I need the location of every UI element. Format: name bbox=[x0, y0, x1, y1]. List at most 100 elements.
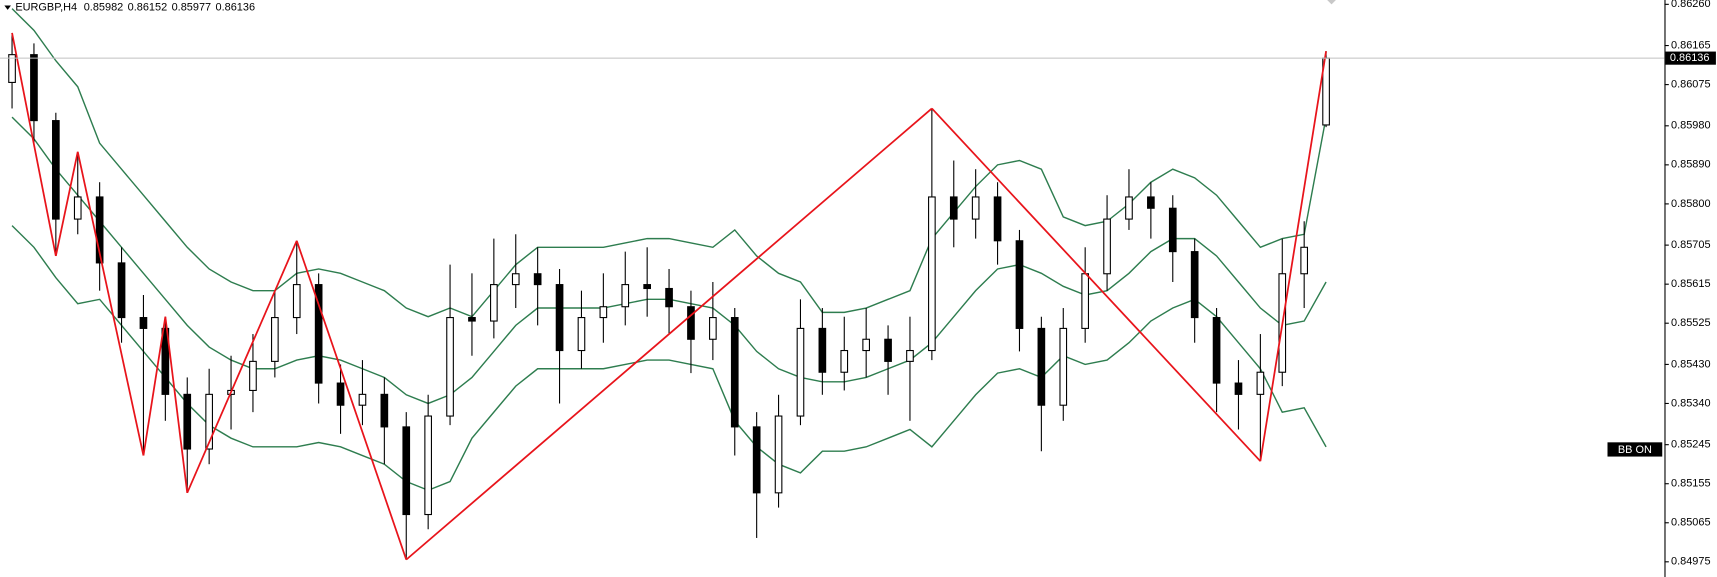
candle-body bbox=[971, 196, 980, 220]
candle-body bbox=[1059, 327, 1068, 406]
candle-body bbox=[292, 284, 301, 319]
indicator-badge bbox=[1607, 442, 1663, 457]
candle-body bbox=[1168, 207, 1177, 253]
candle-body bbox=[95, 196, 104, 264]
zigzag-segment bbox=[11, 32, 57, 257]
y-tick-label: 0.85245 bbox=[1671, 439, 1711, 451]
candle-body bbox=[949, 196, 958, 220]
candle-body bbox=[139, 317, 148, 329]
header-high: 0.86152 bbox=[128, 2, 168, 14]
candle-body bbox=[336, 382, 345, 406]
candle-body bbox=[1256, 371, 1265, 395]
candle-body bbox=[709, 317, 717, 340]
candle-body bbox=[621, 284, 630, 308]
candle-body bbox=[314, 284, 323, 384]
candle-body bbox=[884, 338, 892, 362]
candle-body bbox=[446, 317, 454, 417]
y-tick-label: 0.85800 bbox=[1671, 198, 1711, 210]
candle-body bbox=[358, 393, 367, 406]
indicator-label: BB ON bbox=[1618, 444, 1652, 456]
candle-body bbox=[490, 284, 498, 322]
candle-body bbox=[402, 426, 411, 516]
candle-body bbox=[555, 284, 564, 352]
candle-body bbox=[533, 273, 542, 286]
y-tick-label: 0.85525 bbox=[1671, 317, 1711, 329]
current-price-label: 0.86136 bbox=[1670, 52, 1710, 64]
candle-body bbox=[1234, 382, 1243, 395]
candle-body bbox=[796, 327, 805, 417]
candle-body bbox=[468, 317, 476, 322]
candle-body bbox=[818, 327, 827, 373]
current-price-box bbox=[1665, 51, 1716, 65]
candle-body bbox=[730, 317, 739, 428]
candle-body bbox=[840, 349, 849, 373]
candle-body bbox=[1037, 327, 1046, 406]
candle-body bbox=[774, 415, 783, 494]
zigzag-segment bbox=[1259, 51, 1327, 462]
candle-body bbox=[599, 306, 608, 319]
y-tick-label: 0.85340 bbox=[1671, 397, 1711, 409]
candle-body bbox=[52, 120, 60, 220]
zigzag-segment bbox=[295, 240, 408, 560]
y-tick-label: 0.86075 bbox=[1671, 78, 1711, 90]
candle-body bbox=[1081, 273, 1090, 329]
candle-body bbox=[1125, 196, 1133, 220]
candle-body bbox=[380, 393, 389, 428]
zigzag-segment bbox=[186, 240, 298, 494]
menu-arrow[interactable] bbox=[4, 5, 11, 10]
y-tick-label: 0.86165 bbox=[1671, 39, 1711, 51]
header-close: 0.86136 bbox=[216, 2, 256, 14]
bollinger-lower bbox=[11, 225, 1327, 491]
y-tick-label: 0.86260 bbox=[1671, 0, 1711, 10]
candle-body bbox=[1212, 317, 1221, 384]
candle-body bbox=[665, 287, 673, 308]
zigzag-segment bbox=[164, 316, 189, 493]
candle-body bbox=[271, 317, 279, 362]
candle-body bbox=[424, 415, 432, 516]
zigzag-segment bbox=[405, 107, 933, 561]
candle-body bbox=[1015, 240, 1024, 329]
candle-body bbox=[993, 196, 1002, 242]
header-low: 0.85977 bbox=[172, 2, 212, 14]
candle-body bbox=[1103, 218, 1111, 275]
symbol: EURGBP,H4 bbox=[15, 2, 77, 14]
y-tick-label: 0.85615 bbox=[1671, 278, 1711, 290]
chart-header: EURGBP,H4 0.85982 0.86152 0.85977 0.86136 bbox=[15, 2, 255, 14]
y-tick-label: 0.85065 bbox=[1671, 517, 1711, 529]
candle-body bbox=[205, 393, 213, 450]
plot bbox=[8, 8, 1330, 561]
candle-body bbox=[643, 284, 651, 290]
candle-body bbox=[1190, 251, 1199, 319]
candle-body bbox=[511, 273, 520, 286]
candle-body bbox=[73, 196, 82, 220]
candle-body bbox=[687, 306, 695, 340]
y-tick-label: 0.84975 bbox=[1671, 556, 1711, 568]
y-tick-label: 0.85155 bbox=[1671, 478, 1711, 490]
y-tick-label: 0.85980 bbox=[1671, 120, 1711, 132]
zigzag-segment bbox=[54, 151, 79, 257]
candle-body bbox=[1300, 246, 1309, 275]
zigzag-segment bbox=[931, 107, 1262, 462]
candle-body bbox=[117, 262, 126, 319]
header-open: 0.85982 bbox=[84, 2, 124, 14]
candle-body bbox=[906, 349, 914, 362]
candle-body bbox=[8, 54, 16, 83]
shift-marker bbox=[1327, 0, 1336, 5]
candle-body bbox=[752, 426, 761, 494]
candle-body bbox=[161, 327, 170, 395]
y-tick-label: 0.85705 bbox=[1671, 239, 1711, 251]
zigzag-segment bbox=[76, 151, 145, 456]
candle-body bbox=[30, 54, 38, 122]
y-tick-label: 0.85430 bbox=[1671, 358, 1711, 370]
candle-body bbox=[928, 196, 936, 352]
candle-body bbox=[1147, 196, 1155, 209]
zigzag-segment bbox=[142, 316, 167, 456]
candle-body bbox=[183, 393, 192, 450]
candle-body bbox=[577, 317, 586, 352]
candle-body bbox=[862, 338, 870, 352]
candle-body bbox=[249, 360, 257, 391]
y-tick-label: 0.85890 bbox=[1671, 159, 1711, 171]
